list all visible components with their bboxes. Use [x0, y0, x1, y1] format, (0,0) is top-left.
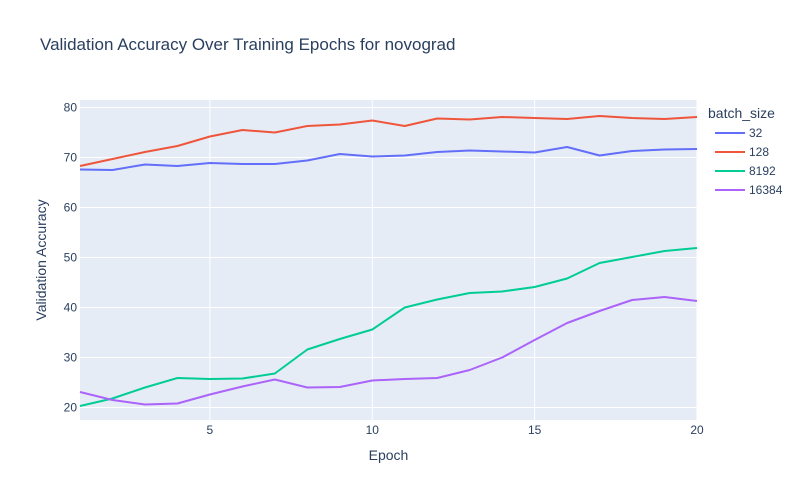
legend-title: batch_size	[708, 105, 775, 121]
y-axis-ticks: 20 30 40 50 60 70 80	[64, 101, 78, 415]
plot-area	[80, 100, 697, 420]
y-tick-label: 30	[64, 351, 78, 365]
series-line-8192	[79, 247, 698, 407]
x-tick-label: 20	[690, 423, 704, 437]
y-tick-label: 80	[64, 101, 78, 115]
legend-label: 32	[749, 126, 763, 140]
y-tick-label: 60	[64, 201, 78, 215]
y-tick-label: 70	[64, 151, 78, 165]
x-tick-label: 5	[207, 423, 214, 437]
y-tick-label: 40	[64, 301, 78, 315]
x-axis-title: Epoch	[369, 447, 409, 463]
legend-label: 8192	[749, 164, 776, 178]
legend-label: 128	[749, 145, 769, 159]
series-line-128	[79, 115, 698, 167]
legend-label: 16384	[749, 183, 783, 197]
y-tick-label: 50	[64, 251, 78, 265]
legend-item-128[interactable]: 128	[715, 145, 769, 159]
legend-item-32[interactable]: 32	[715, 126, 763, 140]
legend-item-16384[interactable]: 16384	[715, 183, 783, 197]
legend-item-8192[interactable]: 8192	[715, 164, 776, 178]
y-tick-label: 20	[64, 401, 78, 415]
grid-lines	[80, 100, 698, 420]
series-layer	[79, 115, 698, 407]
x-tick-label: 10	[366, 423, 380, 437]
series-line-16384	[79, 296, 698, 406]
y-axis-title: Validation Accuracy	[33, 199, 49, 320]
chart-title: Validation Accuracy Over Training Epochs…	[40, 35, 455, 54]
x-tick-label: 15	[528, 423, 542, 437]
legend: batch_size 32 128 8192 16384	[708, 105, 783, 197]
x-axis-ticks: 5 10 15 20	[207, 423, 704, 437]
series-line-32	[79, 146, 698, 171]
